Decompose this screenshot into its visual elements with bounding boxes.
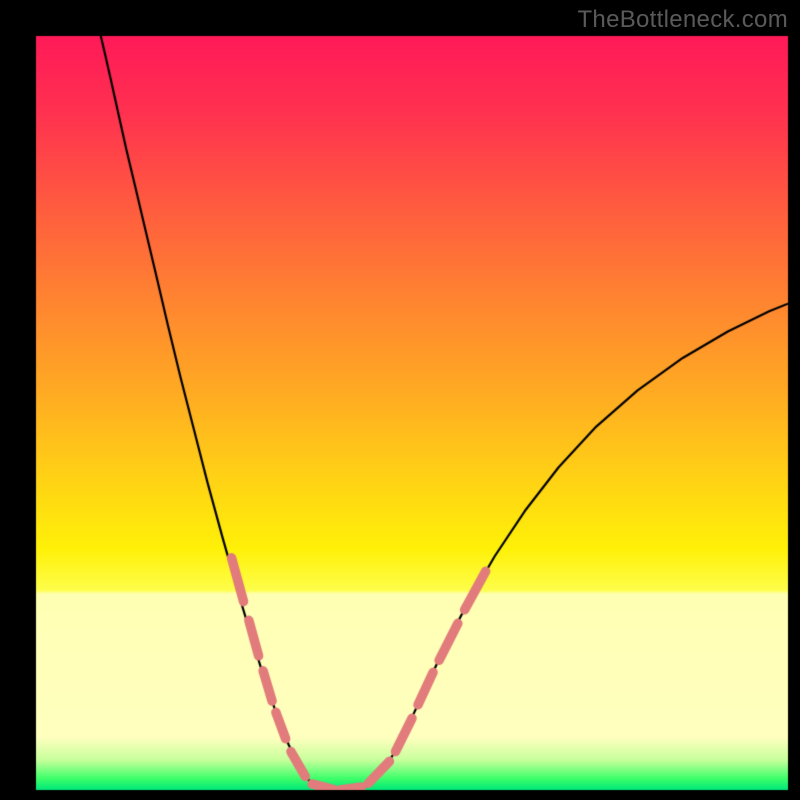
bottleneck-chart — [0, 0, 800, 800]
figure-stage: TheBottleneck.com — [0, 0, 800, 800]
